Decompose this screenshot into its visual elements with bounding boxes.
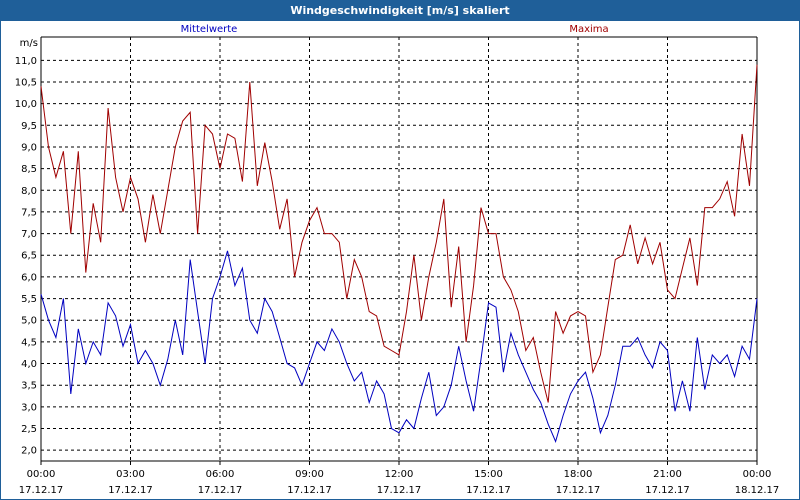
legend-mittelwerte: Mittelwerte: [181, 24, 238, 35]
y-tick-label: 7,0: [21, 229, 37, 240]
y-tick-label: 4,5: [21, 337, 37, 348]
y-tick-label: 5,5: [21, 294, 37, 305]
series-line-mittelwerte: [40, 250, 758, 443]
y-tick-label: 5,0: [21, 316, 37, 327]
labels: 2,0 2,5 3,0 3,5 4,0 4,5 5,0 5,5 6,0 6,5 7,0 7,5 8,0 8…: [15, 24, 780, 496]
legend-maxima: Maxima: [569, 24, 608, 35]
window-title: Windgeschwindigkeit [m/s] skaliert: [1, 1, 799, 21]
x-tick-label-date: 17.12.17: [556, 485, 601, 496]
y-tick-label: 3,5: [21, 381, 37, 392]
x-tick-label-time: 18:00: [564, 469, 593, 480]
y-tick-label: 4,0: [21, 359, 37, 370]
x-tick-label-time: 06:00: [206, 469, 235, 480]
y-tick-label: 2,0: [21, 446, 37, 457]
x-tick-label-date: 17.12.17: [377, 485, 422, 496]
y-tick-label: 8,0: [21, 186, 37, 197]
y-axis-label: m/s: [20, 38, 38, 49]
x-tick-label-date: 17.12.17: [19, 485, 64, 496]
x-tick-label-date: 17.12.17: [287, 485, 332, 496]
x-tick-label-date: 17.12.17: [108, 485, 153, 496]
y-tick-label: 8,5: [21, 164, 37, 175]
axes: [40, 36, 758, 465]
y-tick-label: 6,0: [21, 272, 37, 283]
x-tick-label-date: 17.12.17: [645, 485, 690, 496]
y-tick-label: 11,0: [15, 56, 37, 67]
x-tick-label-date: 18.12.17: [735, 485, 780, 496]
y-tick-label: 2,5: [21, 424, 37, 435]
y-tick-label: 10,5: [15, 77, 37, 88]
series: [40, 64, 758, 443]
y-tick-label: 7,5: [21, 207, 37, 218]
y-tick-label: 6,5: [21, 251, 37, 262]
x-tick-label-date: 17.12.17: [198, 485, 243, 496]
x-tick-label-time: 15:00: [474, 469, 503, 480]
x-tick-label-time: 00:00: [743, 469, 772, 480]
y-tick-label: 10,0: [15, 99, 37, 110]
series-line-maxima: [40, 64, 758, 403]
y-tick-label: 9,0: [21, 142, 37, 153]
x-tick-label-time: 12:00: [385, 469, 414, 480]
y-tick-label: 9,5: [21, 121, 37, 132]
x-tick-label-time: 00:00: [27, 469, 56, 480]
y-tick-label: 3,0: [21, 402, 37, 413]
x-tick-label-date: 17.12.17: [466, 485, 511, 496]
grid: [41, 37, 757, 461]
x-tick-label-time: 09:00: [295, 469, 324, 480]
x-tick-label-time: 03:00: [116, 469, 145, 480]
x-tick-label-time: 21:00: [653, 469, 682, 480]
